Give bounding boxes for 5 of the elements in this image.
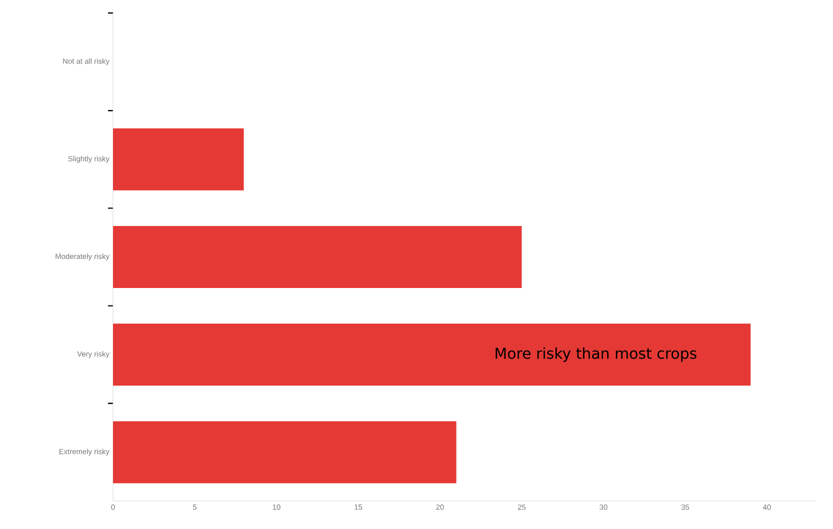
- bar: [113, 128, 244, 190]
- bar: [113, 421, 456, 484]
- annotation: More risky than most crops: [496, 347, 696, 362]
- bar: [113, 226, 522, 288]
- bar: [113, 324, 751, 386]
